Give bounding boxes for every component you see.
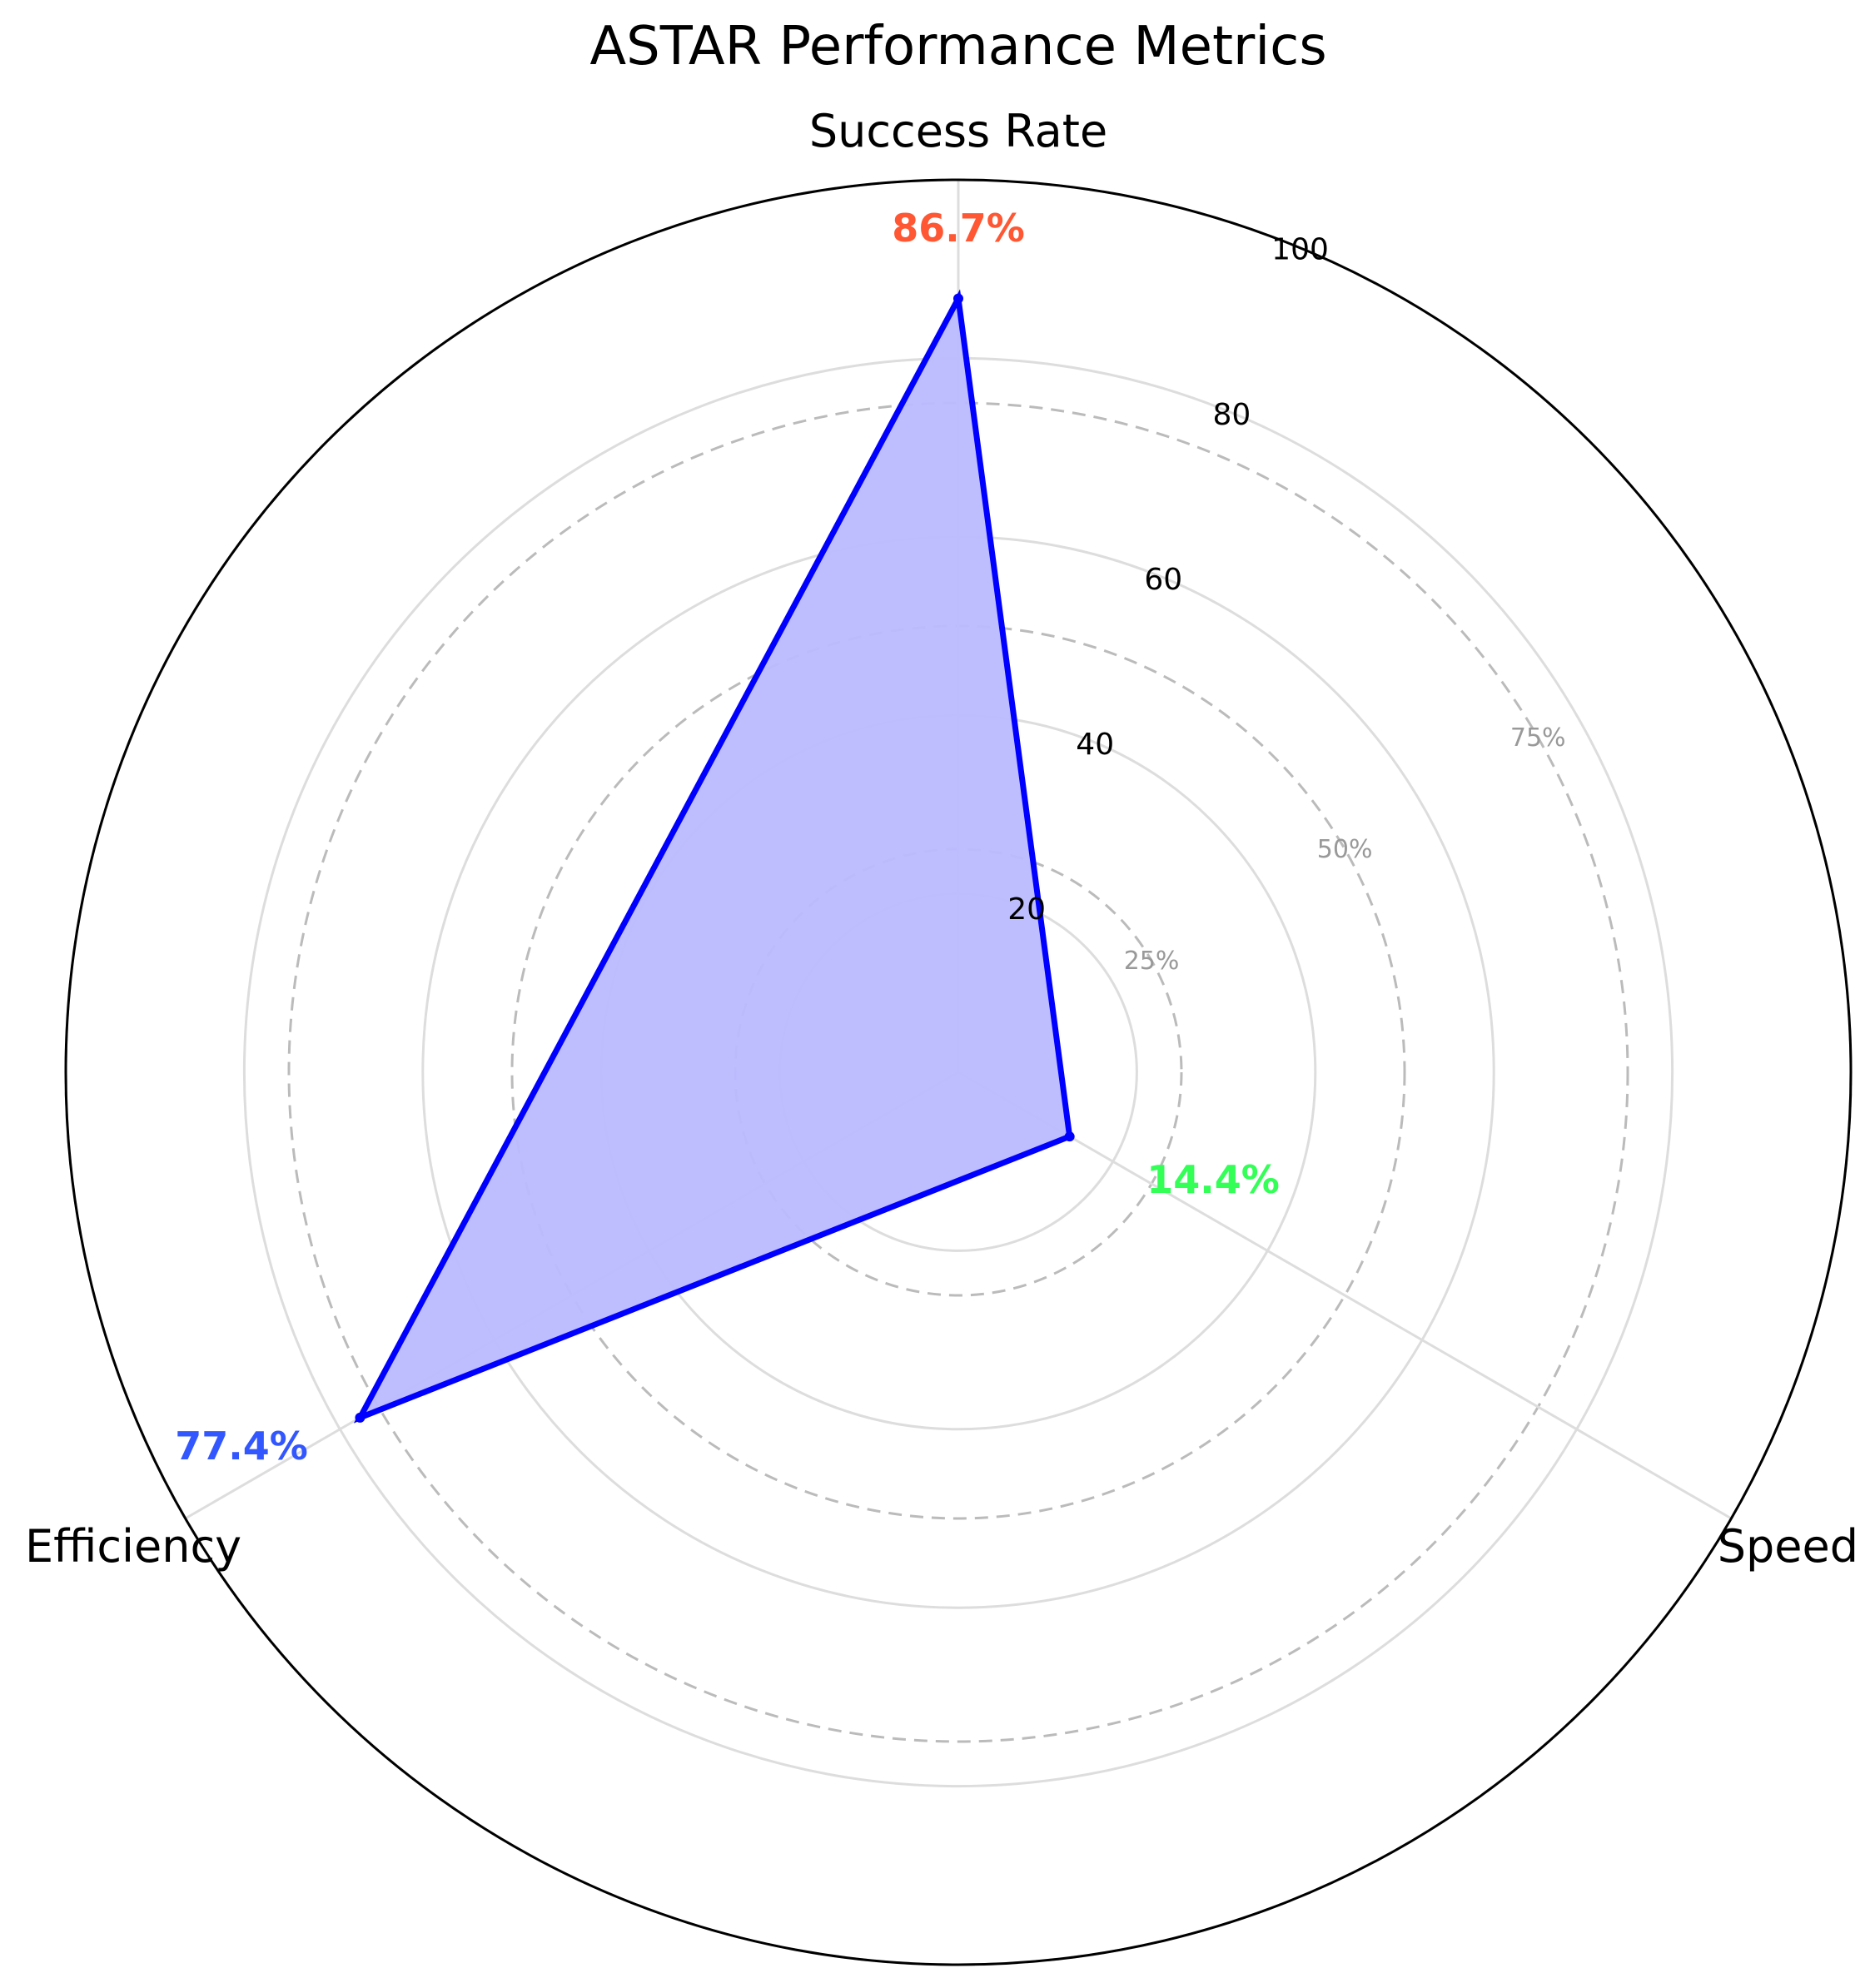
radial-tick-label: 100 [1271,233,1329,267]
category-label: Speed [1718,1520,1858,1573]
value-label: 77.4% [175,1424,308,1469]
category-label: Success Rate [809,105,1107,157]
reference-label: 25% [1124,947,1180,976]
angular-gridline [957,1071,1733,1520]
polar-frame [64,178,1853,1966]
reference-label: 50% [1317,835,1373,864]
radial-tick-label: 80 [1213,398,1251,432]
data-point [1064,1131,1075,1142]
chart-title: ASTAR Performance Metrics [589,16,1326,77]
series-line [353,289,1073,1424]
radial-tick-label: 60 [1144,563,1182,597]
category-label: Efficiency [25,1520,241,1573]
value-label: 14.4% [1146,1157,1280,1202]
radial-tick-label: 20 [1007,892,1046,927]
data-layer [353,289,1075,1424]
series-area [360,298,1070,1418]
data-point [355,1412,366,1423]
radial-tick-label: 40 [1076,728,1114,762]
value-label: 86.7% [892,206,1025,251]
label-layer: 20 40 60 80 100 25% 50% 75% Success Rate Speed Eff… [25,105,1858,1573]
data-point [953,293,963,304]
reference-label: 75% [1510,723,1566,753]
reference-circle [287,401,1629,1743]
